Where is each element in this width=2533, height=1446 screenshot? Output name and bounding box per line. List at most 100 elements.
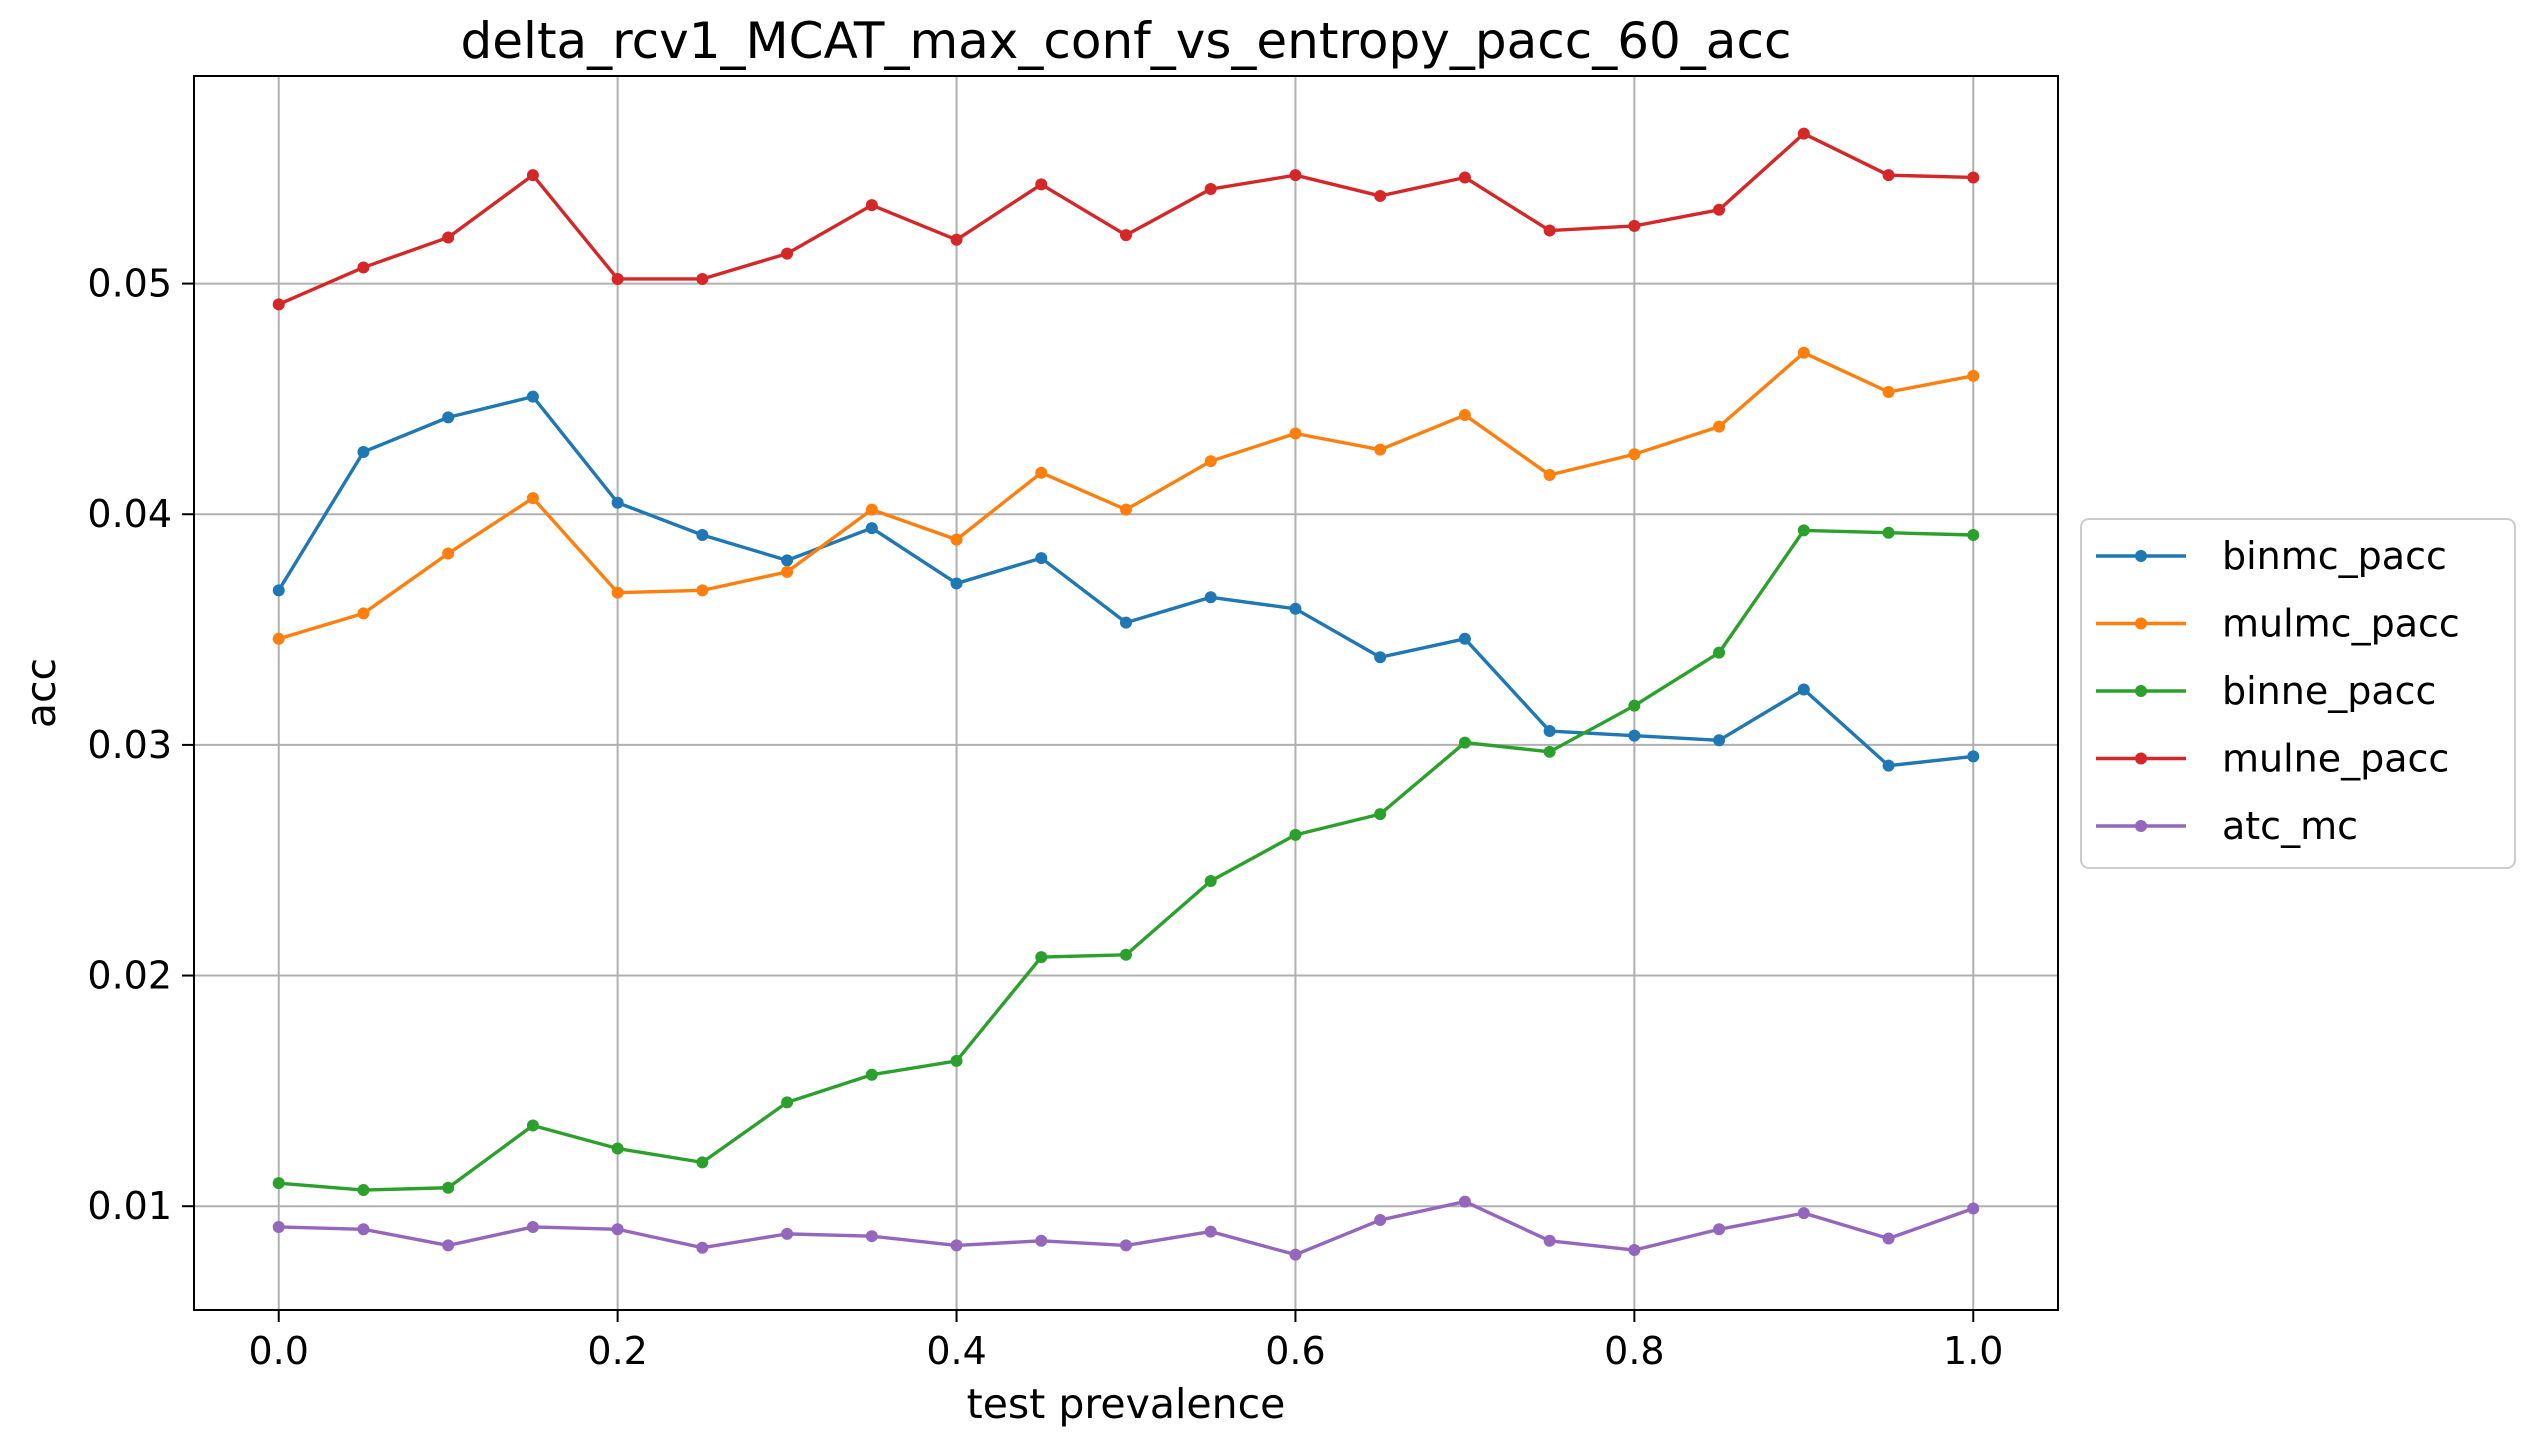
x-tick-label: 0.0 [249,1329,309,1373]
data-point [272,1220,285,1233]
data-point [357,445,370,458]
data-point [950,533,963,546]
legend-swatch-marker [2135,820,2147,832]
data-point [1882,1232,1895,1245]
legend-swatch-marker [2135,617,2147,630]
data-point [696,272,709,285]
data-point [1713,203,1726,216]
data-point [1204,183,1217,196]
data-point [1543,224,1556,237]
data-point [1967,529,1980,542]
data-point [1713,734,1726,747]
legend-item: binne_pacc [2096,669,2436,713]
data-point [1458,632,1471,645]
data-point [1204,1225,1217,1238]
data-point [357,1184,370,1197]
data-point [1120,616,1132,629]
data-point [1289,1248,1302,1261]
data-point [442,411,455,424]
data-point [1797,346,1810,359]
data-point [611,1142,624,1155]
plot-frame [193,75,2059,1311]
data-point [1458,1195,1471,1208]
data-point [1035,951,1048,964]
data-point [272,632,285,645]
series-line [277,528,1975,1192]
legend-swatch-marker [2135,550,2147,562]
data-point [1713,420,1726,433]
data-point [611,586,624,599]
legend-frame [2080,518,2516,869]
data-point [1289,828,1302,841]
data-point [1628,699,1641,712]
legend-item: mulne_pacc [2096,737,2449,781]
data-point [442,231,455,244]
data-point [1458,736,1471,749]
data-point [1882,759,1895,772]
data-point [1374,1214,1387,1227]
legend-label: mulmc_pacc [2222,602,2460,646]
legend-label: atc_mc [2222,804,2358,848]
series-binne_pacc [272,524,1980,1197]
data-point [526,1119,539,1132]
data-point [696,584,709,597]
data-point [865,199,878,212]
data-point [1628,1244,1641,1257]
legend-swatch-marker [2135,685,2147,697]
data-point [611,496,624,509]
y-tick-label: 0.05 [87,262,172,306]
data-point [1120,948,1132,961]
data-point [1035,178,1048,191]
series-mulmc_pacc [272,346,1980,645]
data-point [611,272,624,285]
data-point [1628,219,1641,232]
y-tick-label: 0.04 [87,492,172,536]
data-point [357,261,370,274]
data-point [1543,1234,1556,1247]
data-point [1204,874,1217,887]
data-point [526,390,539,403]
data-point [1458,409,1471,422]
data-point [1035,552,1048,565]
data-point [950,577,963,590]
data-point [442,1239,455,1252]
data-point [1289,427,1302,440]
data-point [272,298,285,311]
data-point [1882,385,1895,398]
series-mulne_pacc [272,127,1980,311]
x-tick-label: 0.4 [926,1329,986,1373]
data-point [781,554,794,567]
data-point [1543,725,1556,738]
data-point [1543,469,1556,482]
data-point [1628,448,1641,461]
x-tick-label: 0.2 [587,1329,647,1373]
data-point [357,1223,370,1236]
data-point [1120,503,1132,516]
legend-swatch-marker [2135,752,2147,765]
data-point [442,1181,455,1194]
data-point [1374,808,1387,821]
data-point [1797,127,1810,140]
data-point [611,1223,624,1236]
data-point [272,1177,285,1190]
data-point [1289,602,1302,615]
legend: binmc_pacc mulmc_pacc binne_pacc mulne_pacc… [2080,518,2516,869]
data-point [1797,1207,1810,1220]
series-line [277,394,1975,768]
data-point [865,503,878,516]
data-point [950,1239,963,1252]
data-point [781,1096,794,1109]
data-point [1204,455,1217,468]
axis-ticks: 0.0 0.2 0.4 0.6 0.8 1.0 0.01 0.02 0.03 0.04 0.05 [87,262,2003,1373]
data-point [781,247,794,260]
data-point [357,607,370,620]
data-point [1882,526,1895,539]
x-axis-label: test prevalence [967,1380,1286,1428]
data-point [526,492,539,505]
grid-lines [194,76,2058,1310]
series-layer [272,127,1980,1261]
data-point [526,1220,539,1233]
legend-label: binmc_pacc [2222,534,2447,578]
data-point [1967,369,1980,382]
